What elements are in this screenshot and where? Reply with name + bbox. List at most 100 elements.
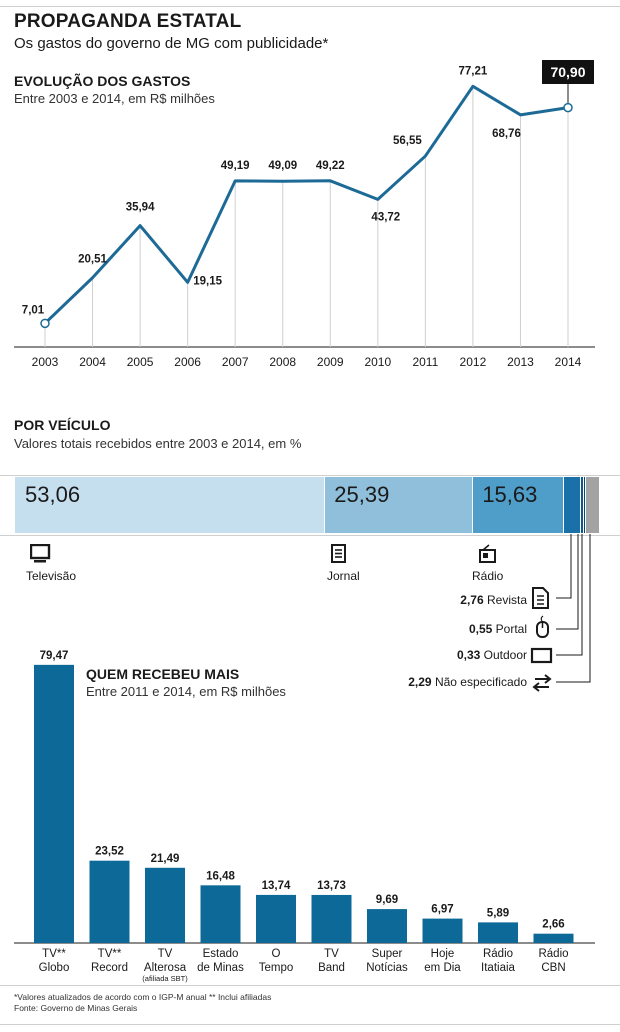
value-label-2005: 35,94 bbox=[126, 202, 155, 214]
bar-0 bbox=[34, 664, 74, 943]
bar-chart-title: QUEM RECEBEU MAIS bbox=[86, 666, 240, 682]
vehicle-subtitle: Valores totais recebidos entre 2003 e 20… bbox=[14, 436, 302, 451]
x-tick-2014: 2014 bbox=[555, 355, 582, 369]
bar-3 bbox=[200, 885, 241, 943]
value-label-2003: 7,01 bbox=[22, 304, 45, 316]
vehicle-segment-1 bbox=[324, 477, 474, 533]
bar-value-0: 79,47 bbox=[40, 650, 69, 662]
vehicle-label-radio: Rádio bbox=[472, 544, 504, 583]
bar-value-2: 21,49 bbox=[151, 853, 180, 865]
bar-category-6-line1: Super bbox=[372, 948, 403, 960]
vehicle-segment-value-0: 53,06 bbox=[25, 482, 81, 507]
bar-value-5: 13,73 bbox=[317, 880, 346, 892]
bar-category-6-line2: Notícias bbox=[366, 962, 408, 974]
value-label-2009: 49,22 bbox=[316, 160, 345, 172]
bar-5 bbox=[311, 894, 352, 943]
vehicle-name-televisao: Televisão bbox=[26, 569, 77, 583]
legend-nao-especificado: 2,29 Não especificado bbox=[408, 675, 527, 689]
bar-value-8: 5,89 bbox=[487, 907, 509, 919]
vehicle-label-televisao: Televisão bbox=[26, 543, 77, 583]
value-label-2011: 56,55 bbox=[393, 135, 422, 147]
legend-nao-especificado-label: Não especificado bbox=[434, 675, 527, 689]
bar-category-4-line2: Tempo bbox=[259, 962, 294, 974]
bar-9 bbox=[533, 933, 574, 943]
vehicle-segment-3 bbox=[563, 477, 581, 533]
vehicle-name-jornal: Jornal bbox=[327, 569, 360, 583]
newspaper-icon bbox=[331, 544, 346, 563]
x-tick-2010: 2010 bbox=[364, 355, 391, 369]
series-line bbox=[43, 84, 569, 325]
legend-outdoor-value: 0,33 bbox=[456, 648, 481, 662]
value-label-2014: 70,90 bbox=[550, 64, 585, 80]
bar-7 bbox=[422, 918, 463, 943]
legend-outdoor-label: Outdoor bbox=[483, 648, 527, 662]
bar-value-7: 6,97 bbox=[431, 904, 453, 916]
bottom-rule bbox=[0, 1024, 620, 1025]
bar-category-0-line1: TV** bbox=[42, 948, 66, 960]
bar-category-7-line1: Hoje bbox=[431, 948, 455, 960]
bar-1 bbox=[89, 860, 130, 943]
bar-8 bbox=[478, 922, 518, 943]
x-tick-2012: 2012 bbox=[460, 355, 487, 369]
line-chart: 2003 2004 2005 2006 2007 2008 2009 2010 2011 2012… bbox=[14, 60, 595, 369]
bar-category-8-line1: Rádio bbox=[483, 948, 513, 960]
bar-value-6: 9,69 bbox=[376, 894, 398, 906]
value-label-2006: 19,15 bbox=[193, 275, 222, 287]
footnote-1: *Valores atualizados de acordo com o IGP… bbox=[14, 992, 272, 1002]
bar-2 bbox=[145, 867, 185, 943]
bar-category-9-line1: Rádio bbox=[538, 948, 568, 960]
value-label-2012: 77,21 bbox=[459, 65, 488, 77]
bar-category-2-line2: Alterosa bbox=[144, 962, 187, 974]
point-marker-2014 bbox=[563, 102, 573, 113]
bar-category-7-line2: em Dia bbox=[424, 962, 461, 974]
legend-revista-value: 2,76 bbox=[460, 593, 484, 607]
bar-category-2-line3: (afiliada SBT) bbox=[142, 974, 188, 983]
page-subtitle: Os gastos do governo de MG com publicida… bbox=[14, 35, 329, 52]
x-tick-2011: 2011 bbox=[412, 355, 438, 369]
footnote-2: Fonte: Governo de Minas Gerais bbox=[14, 1003, 138, 1013]
bar-category-8-line2: Itatiaia bbox=[481, 962, 515, 974]
value-label-2004: 20,51 bbox=[78, 254, 107, 266]
x-tick-2003: 2003 bbox=[32, 355, 59, 369]
bar-category-2-line1: TV bbox=[158, 948, 173, 960]
bar-category-5-line1: TV bbox=[324, 948, 339, 960]
footer-rule bbox=[0, 985, 620, 986]
bar-category-3-line1: Estado bbox=[203, 948, 239, 960]
vehicle-label-jornal: Jornal bbox=[327, 544, 360, 583]
vehicle-title: POR VEÍCULO bbox=[14, 417, 111, 433]
legend-portal-label: Portal bbox=[495, 622, 527, 636]
vehicle-rule-top bbox=[0, 475, 620, 476]
legend-revista: 2,76 Revista bbox=[460, 593, 527, 607]
legend-portal-value: 0,55 bbox=[468, 622, 493, 636]
highlight-box bbox=[542, 60, 594, 84]
vehicle-segment-5 bbox=[582, 477, 586, 533]
value-label-2007: 49,19 bbox=[221, 160, 250, 172]
point-marker-2003 bbox=[40, 318, 50, 329]
tv-icon bbox=[29, 543, 51, 563]
value-label-2013: 68,76 bbox=[492, 128, 521, 140]
value-label-2008: 49,09 bbox=[268, 160, 297, 172]
vehicle-rule-bottom bbox=[0, 535, 620, 536]
vehicle-segment-0 bbox=[15, 477, 325, 533]
bar-6 bbox=[367, 909, 407, 943]
top-rule bbox=[0, 6, 620, 7]
page-title: PROPAGANDA ESTATAL bbox=[14, 11, 242, 32]
bar-category-3-line2: de Minas bbox=[197, 962, 244, 974]
legend-portal: 0,55 Portal bbox=[469, 622, 527, 636]
legend-nao-especificado-value: 2,29 bbox=[408, 675, 432, 689]
bar-category-9-line2: CBN bbox=[541, 962, 565, 974]
vehicle-segment-2 bbox=[472, 477, 565, 533]
line-chart-subtitle: Entre 2003 e 2014, em R$ milhões bbox=[14, 91, 215, 106]
x-tick-2005: 2005 bbox=[127, 355, 154, 369]
bar-category-5-line2: Band bbox=[318, 962, 345, 974]
legend-revista-label: Revista bbox=[486, 593, 527, 607]
x-tick-2004: 2004 bbox=[79, 355, 106, 369]
bar-chart-subtitle: Entre 2011 e 2014, em R$ milhões bbox=[86, 684, 286, 699]
vehicle-name-radio: Rádio bbox=[472, 569, 504, 583]
bar-4 bbox=[256, 894, 296, 943]
vehicle-segment-4 bbox=[579, 477, 584, 533]
vehicle-segment-value-1: 25,39 bbox=[334, 482, 390, 507]
x-tick-2009: 2009 bbox=[317, 355, 344, 369]
line-chart-title: EVOLUÇÃO DOS GASTOS bbox=[14, 73, 191, 89]
bar-value-3: 16,48 bbox=[206, 870, 235, 882]
